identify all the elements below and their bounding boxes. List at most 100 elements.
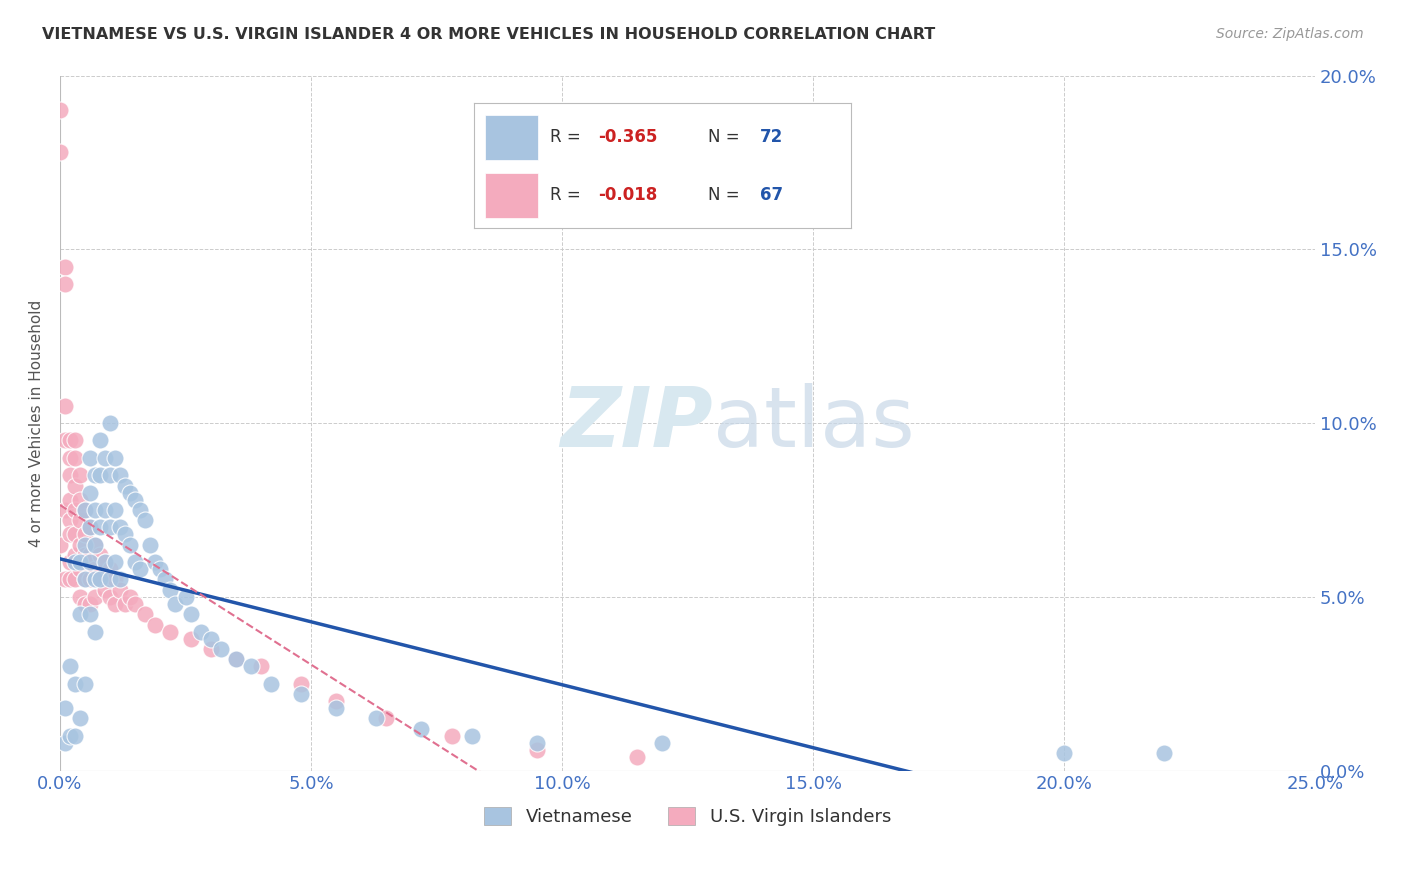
Point — [75, 548, 97, 562]
Point — [79, 520, 101, 534]
Point — [98, 562, 121, 576]
Point — [89, 520, 111, 534]
Text: ZIP: ZIP — [560, 383, 713, 464]
Point — [200, 642, 222, 657]
Point — [89, 434, 111, 448]
Point — [69, 590, 91, 604]
Point — [290, 676, 312, 690]
Point — [200, 632, 222, 646]
Point — [59, 555, 82, 569]
Point — [651, 736, 673, 750]
Point — [53, 434, 76, 448]
Point — [53, 260, 76, 274]
Point — [59, 434, 82, 448]
Point — [53, 277, 76, 291]
Point — [49, 103, 72, 118]
Point — [98, 520, 121, 534]
Point — [159, 582, 181, 597]
Point — [104, 450, 127, 465]
Point — [626, 749, 648, 764]
Point — [69, 711, 91, 725]
Point — [75, 503, 97, 517]
Point — [110, 468, 132, 483]
Point — [79, 597, 101, 611]
Point — [53, 701, 76, 715]
Point — [98, 590, 121, 604]
Point — [63, 434, 86, 448]
Point — [63, 729, 86, 743]
Point — [120, 538, 142, 552]
Point — [1053, 746, 1076, 760]
Point — [129, 562, 152, 576]
Point — [79, 450, 101, 465]
Point — [145, 555, 167, 569]
Point — [53, 736, 76, 750]
Point — [325, 701, 347, 715]
Point — [290, 687, 312, 701]
Point — [69, 562, 91, 576]
Point — [124, 492, 146, 507]
Point — [124, 597, 146, 611]
Point — [110, 573, 132, 587]
Point — [250, 659, 273, 673]
Point — [63, 527, 86, 541]
Point — [94, 582, 117, 597]
Point — [366, 711, 388, 725]
Point — [325, 694, 347, 708]
Point — [79, 607, 101, 622]
Point — [69, 607, 91, 622]
Point — [89, 573, 111, 587]
Point — [84, 538, 107, 552]
Point — [98, 468, 121, 483]
Point — [75, 503, 97, 517]
Point — [1153, 746, 1175, 760]
Point — [114, 527, 136, 541]
Point — [174, 590, 197, 604]
Point — [53, 573, 76, 587]
Point — [94, 555, 117, 569]
Point — [84, 624, 107, 639]
Point — [69, 468, 91, 483]
Point — [84, 538, 107, 552]
Point — [84, 503, 107, 517]
Point — [63, 555, 86, 569]
Point — [155, 573, 177, 587]
Point — [84, 590, 107, 604]
Point — [239, 659, 262, 673]
Point — [98, 416, 121, 430]
Point — [59, 573, 82, 587]
Point — [84, 573, 107, 587]
Point — [225, 652, 247, 666]
Point — [104, 555, 127, 569]
Point — [75, 573, 97, 587]
Point — [75, 538, 97, 552]
Point — [460, 729, 482, 743]
Point — [129, 503, 152, 517]
Point — [59, 513, 82, 527]
Point — [98, 573, 121, 587]
Point — [114, 478, 136, 492]
Point — [75, 573, 97, 587]
Point — [84, 468, 107, 483]
Point — [110, 582, 132, 597]
Point — [124, 555, 146, 569]
Point — [63, 573, 86, 587]
Point — [94, 555, 117, 569]
Point — [79, 573, 101, 587]
Point — [63, 548, 86, 562]
Point — [75, 597, 97, 611]
Point — [84, 562, 107, 576]
Text: Source: ZipAtlas.com: Source: ZipAtlas.com — [1216, 27, 1364, 41]
Point — [120, 485, 142, 500]
Point — [225, 652, 247, 666]
Point — [79, 485, 101, 500]
Point — [149, 562, 172, 576]
Point — [209, 642, 232, 657]
Point — [110, 520, 132, 534]
Point — [59, 468, 82, 483]
Text: atlas: atlas — [713, 383, 914, 464]
Point — [134, 607, 156, 622]
Point — [104, 573, 127, 587]
Point — [89, 573, 111, 587]
Text: VIETNAMESE VS U.S. VIRGIN ISLANDER 4 OR MORE VEHICLES IN HOUSEHOLD CORRELATION C: VIETNAMESE VS U.S. VIRGIN ISLANDER 4 OR … — [42, 27, 935, 42]
